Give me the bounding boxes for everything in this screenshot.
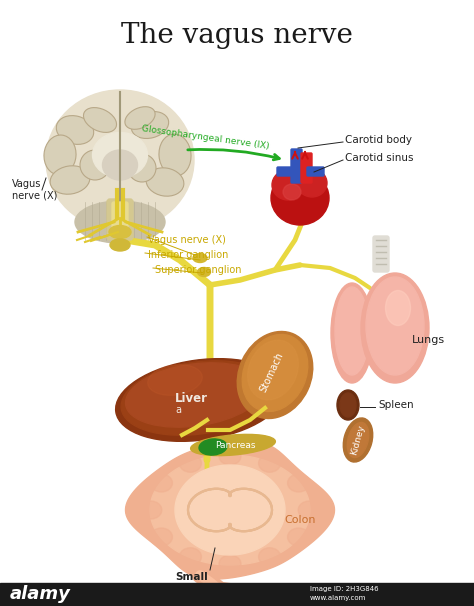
FancyBboxPatch shape	[301, 153, 312, 183]
Bar	[0, 583, 474, 606]
Ellipse shape	[126, 363, 264, 427]
Ellipse shape	[340, 393, 356, 417]
Ellipse shape	[50, 166, 90, 194]
Text: Superior ganglion: Superior ganglion	[155, 265, 241, 275]
Text: www.alamy.com: www.alamy.com	[310, 595, 366, 601]
Ellipse shape	[179, 454, 201, 472]
Polygon shape	[126, 441, 335, 579]
Ellipse shape	[347, 422, 369, 458]
Ellipse shape	[242, 335, 308, 411]
Ellipse shape	[150, 474, 173, 492]
Ellipse shape	[361, 273, 429, 383]
Text: Glossopharyngeal nerve (IX): Glossopharyngeal nerve (IX)	[141, 125, 269, 152]
Text: Inferior ganglion: Inferior ganglion	[148, 250, 228, 260]
Ellipse shape	[131, 112, 169, 139]
Ellipse shape	[335, 287, 369, 375]
Text: Pancreas: Pancreas	[215, 441, 255, 450]
Ellipse shape	[44, 135, 76, 175]
Text: alamy: alamy	[10, 585, 71, 603]
Ellipse shape	[92, 133, 147, 178]
Ellipse shape	[125, 107, 155, 129]
Ellipse shape	[366, 277, 424, 375]
FancyBboxPatch shape	[112, 202, 128, 236]
Ellipse shape	[283, 184, 301, 200]
Polygon shape	[175, 465, 285, 555]
Ellipse shape	[199, 439, 227, 455]
Text: Image ID: 2H3G846: Image ID: 2H3G846	[310, 586, 379, 592]
Ellipse shape	[140, 501, 162, 519]
Text: Vagus
nerve (X): Vagus nerve (X)	[12, 179, 57, 201]
FancyBboxPatch shape	[107, 199, 133, 240]
Ellipse shape	[337, 390, 359, 420]
Text: Vagus nerve (X): Vagus nerve (X)	[148, 235, 226, 245]
Ellipse shape	[331, 283, 373, 383]
Ellipse shape	[259, 548, 281, 566]
Ellipse shape	[56, 116, 94, 144]
Ellipse shape	[272, 170, 304, 200]
Ellipse shape	[148, 365, 202, 395]
Ellipse shape	[193, 253, 207, 262]
Ellipse shape	[385, 290, 410, 325]
Ellipse shape	[288, 528, 310, 546]
Ellipse shape	[219, 555, 241, 573]
Text: Small
intestine: Small intestine	[166, 572, 218, 594]
FancyBboxPatch shape	[277, 167, 294, 176]
Text: Stomach: Stomach	[258, 350, 286, 394]
Ellipse shape	[83, 108, 117, 133]
Ellipse shape	[219, 447, 241, 465]
Ellipse shape	[116, 359, 284, 441]
FancyBboxPatch shape	[291, 149, 302, 183]
Ellipse shape	[80, 150, 110, 180]
Ellipse shape	[128, 154, 156, 182]
Text: The vagus nerve: The vagus nerve	[121, 22, 353, 49]
Text: Liver: Liver	[175, 391, 208, 404]
Ellipse shape	[75, 201, 165, 243]
Ellipse shape	[146, 168, 184, 196]
Text: a: a	[175, 405, 181, 415]
Text: Carotid body: Carotid body	[345, 135, 412, 145]
Ellipse shape	[259, 454, 281, 472]
Ellipse shape	[198, 267, 210, 276]
Ellipse shape	[271, 171, 329, 225]
Text: Spleen: Spleen	[378, 400, 414, 410]
FancyBboxPatch shape	[307, 167, 324, 176]
Ellipse shape	[298, 501, 320, 519]
Text: Lungs: Lungs	[412, 335, 445, 345]
Text: Kidney: Kidney	[350, 424, 366, 456]
Ellipse shape	[159, 134, 191, 176]
Polygon shape	[150, 455, 310, 565]
FancyBboxPatch shape	[373, 236, 389, 272]
Ellipse shape	[343, 418, 373, 462]
Ellipse shape	[109, 225, 131, 239]
Ellipse shape	[102, 150, 137, 180]
Ellipse shape	[121, 361, 275, 435]
Text: Colon: Colon	[284, 515, 316, 525]
Ellipse shape	[237, 331, 313, 419]
Ellipse shape	[150, 528, 173, 546]
Text: Carotid sinus: Carotid sinus	[345, 153, 413, 163]
Ellipse shape	[191, 435, 275, 456]
Ellipse shape	[288, 474, 310, 492]
Ellipse shape	[46, 90, 194, 230]
Ellipse shape	[179, 548, 201, 566]
Ellipse shape	[247, 340, 299, 400]
Ellipse shape	[297, 169, 327, 197]
Ellipse shape	[110, 239, 130, 251]
